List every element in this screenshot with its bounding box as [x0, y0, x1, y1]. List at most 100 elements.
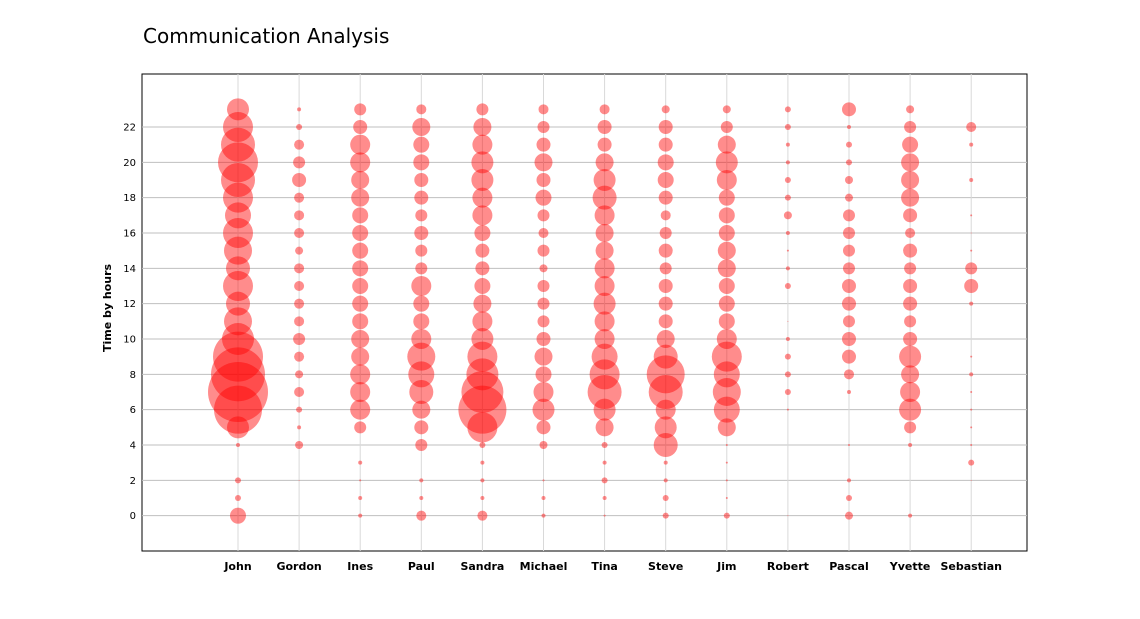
- bubble-steve-0: [662, 512, 669, 519]
- bubble-pascal-8: [844, 369, 854, 380]
- bubble-sandra-2: [480, 478, 485, 483]
- bubble-robert-23: [784, 106, 791, 113]
- bubble-gordon-12: [294, 298, 305, 309]
- bubble-paul-11: [413, 313, 430, 330]
- bubble-ines-14: [352, 260, 369, 277]
- bubble-michael-9: [534, 347, 553, 366]
- bubble-jim-11: [718, 313, 735, 330]
- bubble-yvette-7: [900, 382, 921, 402]
- y-tick-label: 6: [130, 405, 136, 416]
- bubble-steve-1: [662, 495, 669, 501]
- bubble-paul-23: [416, 104, 427, 115]
- bubble-yvette-4: [908, 443, 913, 447]
- bubble-michael-18: [535, 189, 552, 206]
- bubble-michael-15: [537, 244, 550, 257]
- bubble-tina-23: [599, 104, 610, 115]
- bubble-ines-13: [352, 278, 369, 294]
- bubble-sandra-16: [474, 225, 491, 241]
- bubble-robert-17: [783, 211, 792, 220]
- bubble-jim-4: [725, 444, 728, 446]
- bubble-michael-11: [537, 315, 550, 328]
- bubble-yvette-14: [904, 262, 917, 275]
- bubble-steve-8: [646, 355, 685, 394]
- bubble-jim-21: [717, 135, 736, 154]
- bubble-gordon-4: [295, 441, 304, 449]
- bubble-john-10: [222, 323, 254, 355]
- y-tick-label: 12: [123, 299, 136, 310]
- bubble-steve-6: [655, 399, 676, 420]
- bubble-ines-1: [358, 496, 363, 500]
- bubble-sebastian-2: [970, 479, 972, 481]
- bubble-steve-2: [663, 478, 668, 483]
- x-tick-label-tina: Tina: [591, 560, 618, 573]
- bubble-jim-20: [715, 151, 738, 174]
- bubble-john-14: [226, 256, 250, 281]
- bubble-jim-18: [718, 189, 735, 206]
- bubble-ines-2: [359, 479, 362, 482]
- bubble-ines-12: [352, 295, 369, 312]
- bubble-pascal-21: [846, 141, 852, 148]
- bubble-tina-6: [593, 398, 616, 421]
- bubble-robert-20: [785, 160, 790, 165]
- bubble-paul-13: [411, 276, 432, 296]
- x-tick-label-robert: Robert: [767, 560, 809, 573]
- bubble-ines-8: [350, 364, 371, 385]
- y-axis-label: Time by hours: [101, 264, 114, 353]
- y-tick-labels: 0 2 4 6 8 10 12 14 16 18 20 22: [123, 123, 136, 523]
- bubble-john-12: [226, 291, 250, 316]
- bubble-sebastian-17: [970, 214, 973, 217]
- bubble-michael-12: [537, 297, 550, 310]
- bubble-tina-17: [594, 205, 615, 226]
- bubble-robert-6: [786, 408, 789, 411]
- grid-lines: [142, 74, 1027, 551]
- bubble-steve-15: [658, 243, 673, 258]
- bubble-ines-6: [350, 399, 371, 420]
- bubble-yvette-19: [901, 171, 920, 189]
- bubble-pascal-22: [847, 125, 851, 129]
- bubble-yvette-21: [902, 136, 919, 153]
- bubble-jim-9: [711, 341, 742, 372]
- bubble-pascal-11: [843, 315, 855, 328]
- bubble-pascal-1: [846, 495, 852, 501]
- bubble-yvette-9: [899, 345, 922, 368]
- bubble-tina-14: [594, 258, 615, 279]
- bubble-sebastian-5: [970, 426, 973, 429]
- bubble-steve-5: [654, 416, 677, 439]
- bubble-steve-11: [658, 314, 673, 329]
- bubble-gordon-11: [294, 316, 305, 327]
- bubble-sebastian-21: [969, 142, 974, 147]
- bubble-tina-9: [591, 343, 618, 370]
- bubble-pascal-13: [842, 279, 856, 293]
- bubble-paul-4: [415, 439, 428, 451]
- bubble-steve-4: [653, 433, 678, 457]
- bubble-jim-23: [722, 105, 731, 114]
- x-tick-label-ines: Ines: [347, 560, 373, 573]
- bubble-michael-10: [536, 332, 551, 346]
- bubble-michael-7: [533, 382, 554, 402]
- bubble-john-2: [235, 477, 241, 484]
- bubble-robert-22: [784, 124, 791, 130]
- bubble-paul-17: [415, 209, 428, 222]
- bubble-tina-16: [595, 224, 614, 242]
- y-tick-label: 22: [123, 123, 136, 134]
- bubble-steve-18: [658, 190, 673, 205]
- bubble-jim-3: [725, 461, 728, 464]
- bubble-sebastian-6: [970, 408, 973, 411]
- bubble-sandra-5: [467, 412, 498, 443]
- bubble-yvette-13: [903, 279, 918, 293]
- bubble-jim-17: [718, 207, 735, 224]
- bubble-yvette-15: [903, 243, 918, 258]
- bubble-sebastian-15: [970, 249, 973, 252]
- bubble-paul-10: [411, 329, 432, 349]
- bubble-paul-1: [419, 496, 424, 500]
- x-tick-label-sandra: Sandra: [460, 560, 504, 573]
- bubble-yvette-17: [903, 208, 918, 223]
- bubble-ines-16: [352, 225, 369, 241]
- bubble-ines-9: [351, 347, 370, 366]
- bubble-john-19: [221, 163, 255, 197]
- bubble-gordon-14: [294, 263, 305, 274]
- bubble-pascal-19: [845, 176, 853, 184]
- bubble-michael-22: [537, 121, 550, 133]
- x-tick-label-jim: Jim: [716, 560, 736, 573]
- bubble-steve-20: [657, 154, 674, 171]
